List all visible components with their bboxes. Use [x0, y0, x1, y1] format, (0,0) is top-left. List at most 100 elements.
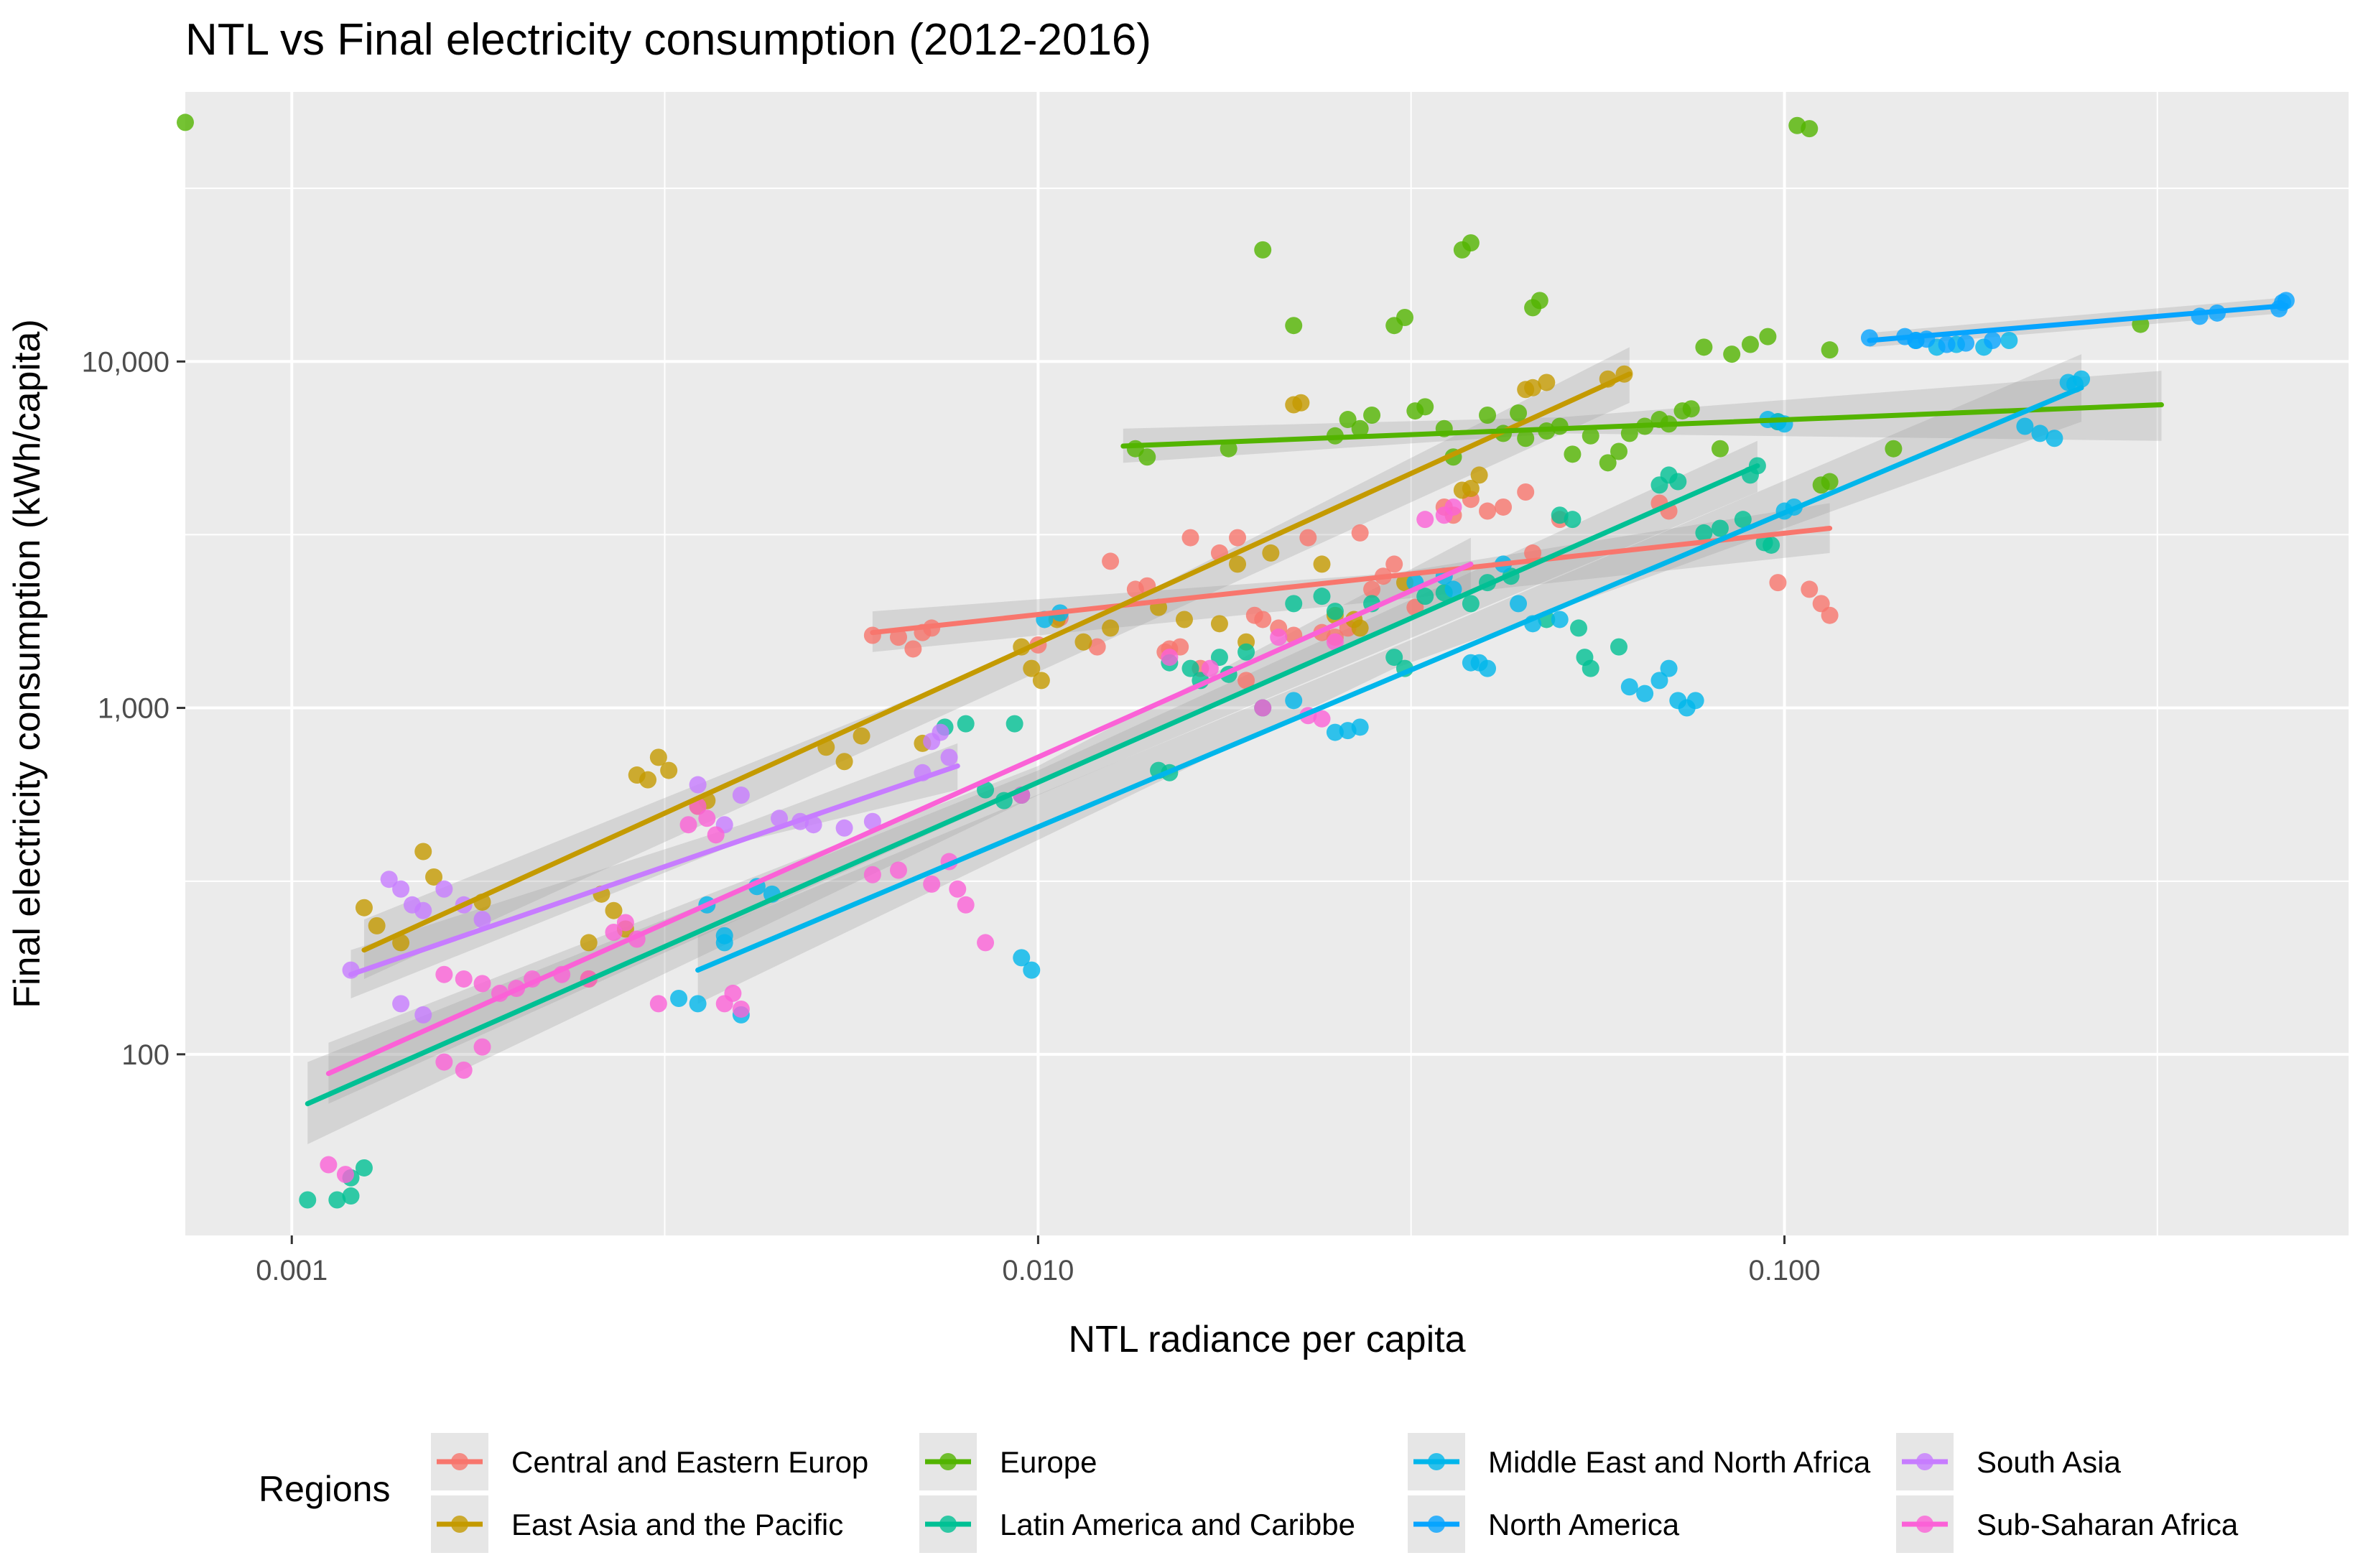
- point-east-asia-and-the-pacific: [1262, 544, 1280, 562]
- point-central-and-eastern-europ: [1821, 606, 1839, 624]
- point-sub-saharan-africa: [1254, 699, 1272, 717]
- y-axis-title: Final electricity consumption (kWh/capit…: [6, 319, 48, 1008]
- point-europe: [177, 113, 194, 131]
- legend-point-europe: [939, 1453, 957, 1470]
- axes: 0.001 0.010 0.100 100 1,000 10,000: [82, 346, 1821, 1286]
- point-latin-america-and-caribbe: [1313, 588, 1331, 606]
- point-middle-east-and-north-africa: [1023, 961, 1041, 979]
- point-central-and-eastern-europ: [1299, 529, 1317, 547]
- point-latin-america-and-caribbe: [1695, 524, 1713, 542]
- point-central-and-eastern-europ: [1351, 524, 1369, 542]
- point-east-asia-and-the-pacific: [605, 901, 623, 919]
- point-middle-east-and-north-africa: [1351, 718, 1369, 736]
- legend-label-central-and-eastern-europ: Central and Eastern Europ: [511, 1445, 868, 1479]
- point-latin-america-and-caribbe: [1462, 595, 1480, 613]
- legend-point-north-america: [1428, 1516, 1445, 1533]
- point-europe: [1462, 234, 1480, 252]
- point-sub-saharan-africa: [1201, 659, 1219, 677]
- point-south-asia: [392, 995, 410, 1013]
- point-middle-east-and-north-africa: [2073, 370, 2091, 388]
- point-south-asia: [435, 880, 453, 898]
- point-central-and-eastern-europ: [1385, 555, 1403, 573]
- point-south-asia: [835, 819, 853, 837]
- point-europe: [1416, 398, 1434, 416]
- legend-label-sub-saharan-africa: Sub-Saharan Africa: [1977, 1508, 2239, 1541]
- point-sub-saharan-africa: [455, 1061, 473, 1079]
- point-europe: [1599, 454, 1617, 472]
- point-middle-east-and-north-africa: [1510, 595, 1528, 613]
- point-sub-saharan-africa: [889, 861, 907, 879]
- point-latin-america-and-caribbe: [1763, 536, 1780, 554]
- point-central-and-eastern-europ: [863, 626, 881, 644]
- band-europe: [1123, 371, 2162, 463]
- point-sub-saharan-africa: [605, 923, 623, 941]
- point-europe: [1821, 473, 1839, 491]
- point-central-and-eastern-europ: [1181, 529, 1199, 547]
- point-east-asia-and-the-pacific: [368, 917, 386, 934]
- y-tick-label: 1,000: [98, 693, 170, 725]
- point-middle-east-and-north-africa: [1660, 659, 1678, 677]
- point-europe: [1564, 445, 1582, 463]
- fit-lines: [305, 302, 2289, 1107]
- point-sub-saharan-africa: [320, 1156, 338, 1174]
- point-europe: [1682, 400, 1700, 418]
- point-sub-saharan-africa: [923, 875, 941, 893]
- point-europe: [1285, 317, 1303, 335]
- point-europe: [1517, 430, 1535, 447]
- band-latin-america-and-caribbe: [307, 440, 1757, 1145]
- point-latin-america-and-caribbe: [1734, 511, 1752, 529]
- point-sub-saharan-africa: [707, 826, 725, 844]
- legend-point-latin-america-and-caribbe: [939, 1516, 957, 1533]
- point-central-and-eastern-europ: [1254, 611, 1272, 628]
- y-tick-label: 100: [121, 1039, 170, 1071]
- point-middle-east-and-north-africa: [689, 995, 707, 1013]
- point-middle-east-and-north-africa: [1479, 659, 1497, 677]
- point-central-and-eastern-europ: [1495, 498, 1513, 516]
- point-north-america: [1957, 334, 1975, 352]
- point-latin-america-and-caribbe: [1006, 715, 1023, 733]
- point-east-asia-and-the-pacific: [1470, 466, 1488, 484]
- point-europe: [1339, 411, 1357, 429]
- point-sub-saharan-africa: [679, 816, 697, 834]
- point-latin-america-and-caribbe: [1385, 649, 1403, 667]
- point-middle-east-and-north-africa: [1444, 580, 1462, 598]
- point-middle-east-and-north-africa: [1620, 678, 1638, 696]
- point-east-asia-and-the-pacific: [1102, 619, 1120, 637]
- point-sub-saharan-africa: [435, 1053, 453, 1071]
- point-central-and-eastern-europ: [1088, 638, 1106, 656]
- point-central-and-eastern-europ: [1517, 483, 1535, 501]
- point-europe: [1254, 241, 1272, 259]
- point-sub-saharan-africa: [1313, 710, 1331, 728]
- legend-point-sub-saharan-africa: [1916, 1516, 1933, 1533]
- point-sub-saharan-africa: [435, 965, 453, 983]
- point-europe: [1821, 341, 1839, 359]
- point-east-asia-and-the-pacific: [580, 934, 598, 952]
- legend-point-middle-east-and-north-africa: [1428, 1453, 1445, 1470]
- point-middle-east-and-north-africa: [715, 934, 733, 952]
- point-east-asia-and-the-pacific: [1462, 480, 1480, 498]
- point-east-asia-and-the-pacific: [1313, 555, 1331, 573]
- point-sub-saharan-africa: [336, 1166, 354, 1184]
- point-sub-saharan-africa: [732, 1000, 750, 1018]
- legend-point-east-asia-and-the-pacific: [451, 1516, 468, 1533]
- point-europe: [1351, 419, 1369, 437]
- point-south-asia: [414, 901, 432, 919]
- point-south-asia: [689, 776, 707, 794]
- point-east-asia-and-the-pacific: [1032, 672, 1050, 690]
- point-sub-saharan-africa: [1161, 649, 1179, 667]
- point-east-asia-and-the-pacific: [660, 761, 678, 779]
- point-middle-east-and-north-africa: [1551, 611, 1569, 628]
- point-east-asia-and-the-pacific: [1074, 633, 1092, 651]
- point-latin-america-and-caribbe: [957, 715, 975, 733]
- point-sub-saharan-africa: [1444, 498, 1462, 516]
- point-latin-america-and-caribbe: [1582, 659, 1599, 677]
- point-sub-saharan-africa: [455, 970, 473, 988]
- point-europe: [1801, 120, 1819, 138]
- point-east-asia-and-the-pacific: [414, 843, 432, 860]
- legend-label-latin-america-and-caribbe: Latin America and Caribbe: [1000, 1508, 1355, 1541]
- fit-line-sub-saharan-africa: [325, 561, 1474, 1077]
- legend-point-south-asia: [1916, 1453, 1933, 1470]
- point-central-and-eastern-europ: [1479, 502, 1497, 520]
- point-sub-saharan-africa: [1270, 628, 1288, 646]
